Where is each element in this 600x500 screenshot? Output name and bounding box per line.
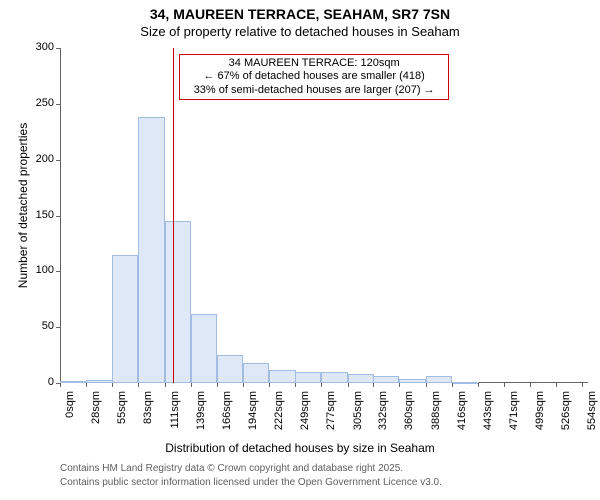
x-tick [348, 383, 349, 387]
x-tick [243, 383, 244, 387]
x-tick-label: 166sqm [221, 391, 233, 447]
x-tick-label: 277sqm [325, 391, 337, 447]
x-tick [86, 383, 87, 387]
histogram-bar [321, 372, 347, 383]
histogram-bar [373, 376, 399, 383]
histogram-bar [348, 374, 374, 383]
y-tick [56, 216, 60, 217]
x-tick-label: 83sqm [142, 391, 154, 447]
x-tick-label: 526sqm [560, 391, 572, 447]
y-tick [56, 48, 60, 49]
y-tick-label: 200 [20, 153, 54, 165]
x-tick [138, 383, 139, 387]
footer-line-2: Contains public sector information licen… [60, 477, 442, 488]
x-tick [556, 383, 557, 387]
histogram-bar [165, 221, 191, 383]
x-tick-label: 360sqm [403, 391, 415, 447]
y-tick-label: 150 [20, 209, 54, 221]
y-tick-label: 100 [20, 264, 54, 276]
x-tick-label: 443sqm [482, 391, 494, 447]
x-tick [399, 383, 400, 387]
y-tick [56, 104, 60, 105]
x-tick-label: 332sqm [377, 391, 389, 447]
histogram-bar [138, 117, 164, 383]
x-tick-label: 499sqm [534, 391, 546, 447]
histogram-bar [295, 372, 321, 383]
x-tick-label: 0sqm [64, 391, 76, 447]
annotation-line-2: ← 67% of detached houses are smaller (41… [183, 70, 445, 83]
histogram-bar [399, 379, 425, 383]
y-tick [56, 271, 60, 272]
chart-title: 34, MAUREEN TERRACE, SEAHAM, SR7 7SN [0, 6, 600, 22]
property-marker-line [173, 48, 174, 383]
x-tick [165, 383, 166, 387]
histogram-bar [60, 381, 86, 383]
x-tick [60, 383, 61, 387]
histogram-bar [243, 363, 269, 383]
annotation-box: 34 MAUREEN TERRACE: 120sqm← 67% of detac… [179, 54, 449, 100]
x-tick [452, 383, 453, 387]
y-tick-label: 0 [20, 376, 54, 388]
x-tick [373, 383, 374, 387]
x-tick-label: 388sqm [430, 391, 442, 447]
histogram-bar [86, 380, 112, 383]
x-tick-label: 139sqm [195, 391, 207, 447]
x-tick-label: 55sqm [116, 391, 128, 447]
x-tick [217, 383, 218, 387]
x-tick [321, 383, 322, 387]
x-tick [426, 383, 427, 387]
x-tick-label: 111sqm [169, 391, 181, 447]
histogram-bar [112, 255, 138, 383]
x-tick [191, 383, 192, 387]
histogram-bar [452, 382, 478, 384]
x-tick-label: 416sqm [456, 391, 468, 447]
footer-line-1: Contains HM Land Registry data © Crown c… [60, 463, 403, 474]
x-tick [530, 383, 531, 387]
annotation-line-3: 33% of semi-detached houses are larger (… [183, 84, 445, 97]
y-tick-label: 250 [20, 97, 54, 109]
x-tick-label: 554sqm [586, 391, 598, 447]
histogram-bar [217, 355, 243, 383]
y-tick [56, 327, 60, 328]
x-tick [295, 383, 296, 387]
x-tick-label: 28sqm [90, 391, 102, 447]
x-tick [478, 383, 479, 387]
x-tick-label: 222sqm [273, 391, 285, 447]
histogram-bar [191, 314, 217, 383]
x-tick [504, 383, 505, 387]
chart-subtitle: Size of property relative to detached ho… [0, 24, 600, 39]
y-tick-label: 50 [20, 320, 54, 332]
x-tick-label: 305sqm [352, 391, 364, 447]
x-tick-label: 471sqm [508, 391, 520, 447]
x-tick-label: 249sqm [299, 391, 311, 447]
x-tick [582, 383, 583, 387]
y-tick [56, 160, 60, 161]
x-tick [112, 383, 113, 387]
y-tick-label: 300 [20, 41, 54, 53]
x-tick-label: 194sqm [247, 391, 259, 447]
annotation-line-1: 34 MAUREEN TERRACE: 120sqm [183, 57, 445, 70]
x-tick [269, 383, 270, 387]
histogram-bar [269, 370, 295, 383]
histogram-bar [426, 376, 452, 383]
